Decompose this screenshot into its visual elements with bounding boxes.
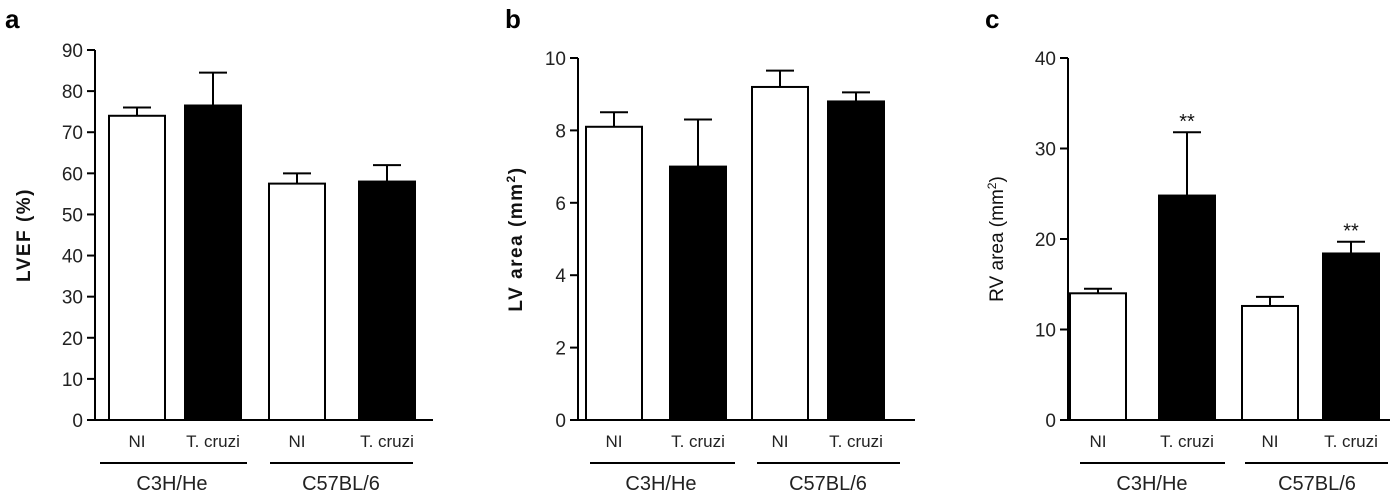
significance-marker: **	[1179, 111, 1195, 133]
y-tick-label: 0	[72, 411, 83, 432]
y-tick-label: 0	[1045, 411, 1056, 432]
x-tick-label: NI	[289, 432, 306, 451]
bar	[109, 116, 165, 420]
x-tick-label: NI	[772, 432, 789, 451]
bar	[269, 184, 325, 420]
y-tick-label: 20	[1035, 230, 1056, 251]
y-tick-label: 30	[1035, 140, 1056, 161]
panel-label: b	[505, 4, 521, 34]
group-label: C3H/He	[625, 473, 696, 495]
y-tick-label: 0	[555, 411, 566, 432]
x-tick-label: NI	[1262, 432, 1279, 451]
bar	[586, 127, 642, 420]
x-tick-label: T. cruzi	[1324, 432, 1378, 451]
y-tick-label: 30	[62, 288, 83, 309]
group-label: C57BL/6	[789, 473, 867, 495]
y-axis-label: LV area (mm2)	[504, 166, 527, 311]
y-tick-label: 8	[555, 121, 566, 142]
y-tick-label: 50	[62, 205, 83, 226]
x-tick-label: NI	[1090, 432, 1107, 451]
y-axis-label: RV area (mm2)	[985, 176, 1008, 302]
y-tick-label: 10	[545, 49, 566, 70]
bar	[185, 106, 241, 421]
y-tick-label: 20	[62, 329, 83, 350]
bar	[670, 167, 726, 420]
significance-marker: **	[1343, 221, 1359, 243]
x-tick-label: T. cruzi	[1160, 432, 1214, 451]
bar	[1323, 253, 1379, 420]
y-tick-label: 80	[62, 82, 83, 103]
bar	[752, 87, 808, 420]
bar	[359, 182, 415, 420]
panel-label: c	[985, 4, 999, 34]
group-label: C3H/He	[1116, 473, 1187, 495]
y-tick-label: 2	[555, 339, 566, 360]
bar	[1242, 306, 1298, 420]
y-tick-label: 60	[62, 164, 83, 185]
y-tick-label: 10	[62, 370, 83, 391]
y-tick-label: 70	[62, 123, 83, 144]
x-tick-label: T. cruzi	[829, 432, 883, 451]
panel-label: a	[5, 4, 20, 34]
bar	[828, 101, 884, 420]
y-tick-label: 6	[555, 194, 566, 215]
y-axis-label: LVEF (%)	[14, 188, 35, 282]
x-tick-label: T. cruzi	[671, 432, 725, 451]
y-tick-label: 4	[555, 266, 566, 287]
x-tick-label: NI	[606, 432, 623, 451]
y-tick-label: 40	[1035, 49, 1056, 70]
y-tick-label: 10	[1035, 321, 1056, 342]
group-label: C3H/He	[136, 473, 207, 495]
group-label: C57BL/6	[302, 473, 380, 495]
x-tick-label: T. cruzi	[186, 432, 240, 451]
y-tick-label: 90	[62, 41, 83, 62]
group-label: C57BL/6	[1278, 473, 1356, 495]
x-tick-label: NI	[129, 432, 146, 451]
x-tick-label: T. cruzi	[360, 432, 414, 451]
bar	[1070, 293, 1126, 420]
bar	[1159, 196, 1215, 420]
y-tick-label: 40	[62, 247, 83, 268]
